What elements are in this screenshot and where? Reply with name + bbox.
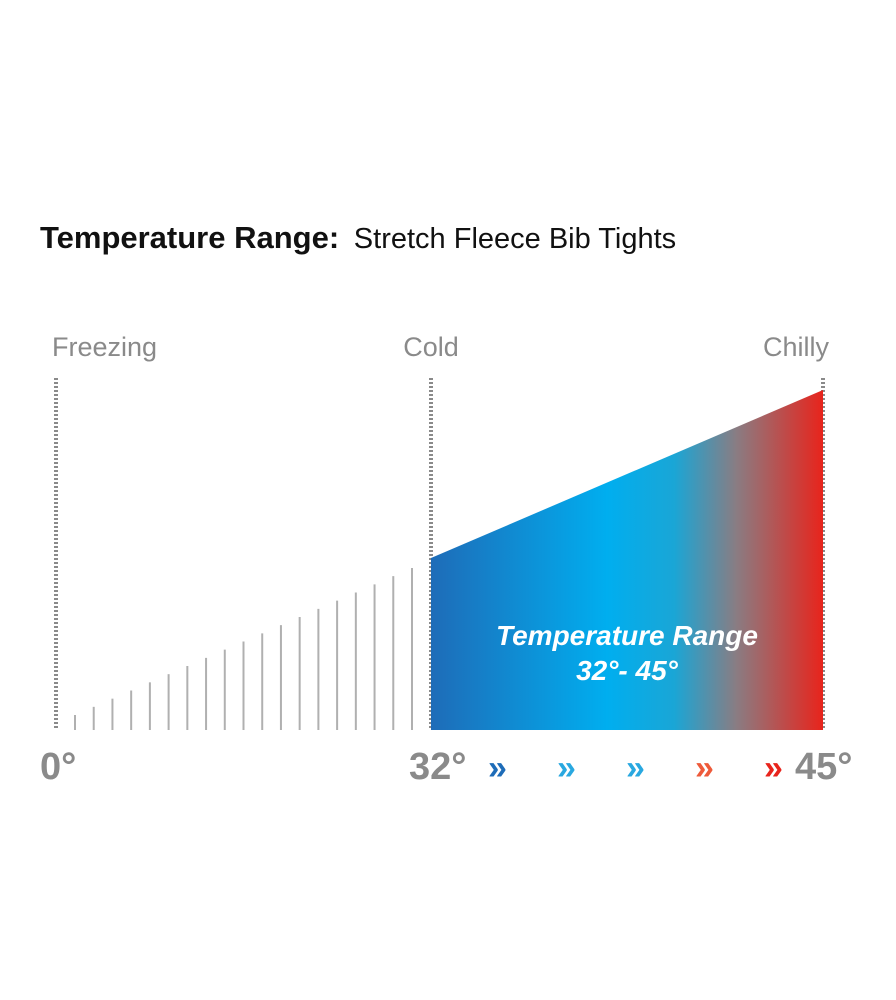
zone-label: Cold (403, 332, 459, 362)
range-value: 32°- 45° (576, 655, 679, 686)
range-area (431, 390, 823, 730)
chevron: » (695, 749, 714, 787)
title-rest: Stretch Fleece Bib Tights (354, 223, 676, 255)
scale-label: 45° (795, 746, 852, 788)
zone-label: Freezing (52, 332, 157, 362)
chevron: » (557, 749, 576, 787)
chevron: » (626, 749, 645, 787)
ramp-bars (74, 568, 413, 730)
scale-label: 32° (409, 746, 466, 788)
title-bold: Temperature Range: (40, 220, 339, 255)
zone-label: Chilly (763, 332, 830, 362)
title: Temperature Range: Stretch Fleece Bib Ti… (40, 220, 676, 255)
chevron: » (764, 749, 783, 787)
range-label: Temperature Range (496, 620, 758, 651)
scale-label: 0° (40, 746, 76, 788)
chevron: » (488, 749, 507, 787)
